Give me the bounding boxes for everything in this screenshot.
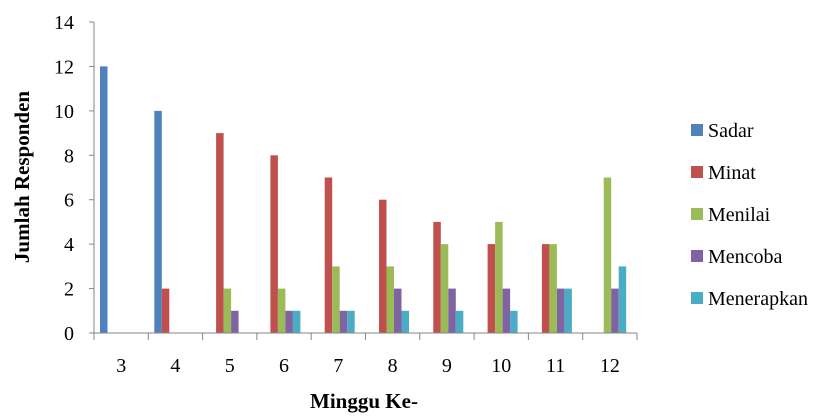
y-tick-label: 0 [64, 323, 74, 345]
bar-menilai-5 [223, 288, 232, 333]
bar-menerapkan-9 [455, 310, 464, 333]
legend-swatch-menilai [691, 208, 703, 220]
x-tick-label: 5 [225, 355, 235, 377]
y-tick-label: 4 [64, 234, 74, 256]
x-tick-label: 9 [442, 355, 452, 377]
legend-swatch-sadar [691, 124, 703, 136]
bar-menilai-12 [603, 177, 612, 333]
bar-menerapkan-7 [347, 310, 355, 333]
legend-label-menilai: Menilai [708, 204, 771, 226]
x-tick-label: 10 [491, 355, 511, 377]
x-tick-label: 3 [116, 355, 126, 377]
y-tick-label: 2 [64, 279, 74, 301]
x-tick-label: 12 [600, 355, 620, 377]
x-tick-label: 4 [170, 355, 180, 377]
x-tick-label: 6 [279, 355, 289, 377]
bar-mencoba-6 [285, 310, 293, 333]
bar-mencoba-5 [231, 310, 239, 333]
bar-minat-11 [541, 244, 550, 333]
bar-mencoba-8 [394, 288, 402, 333]
legend-swatch-minat [691, 166, 703, 178]
y-axis: 0 2 4 6 8 10 12 14 [54, 12, 95, 345]
bar-mencoba-7 [339, 310, 348, 333]
x-axis-title: Minggu Ke- [310, 389, 418, 413]
y-axis-title: Jumlah Responden [10, 91, 34, 263]
bar-menerapkan-10 [510, 310, 518, 333]
bar-menilai-8 [386, 266, 394, 333]
bar-sadar-3 [100, 66, 108, 334]
legend-label-minat: Minat [708, 162, 756, 184]
x-tick-label: 7 [333, 355, 343, 377]
bar-minat-10 [487, 244, 496, 333]
bar-menilai-6 [277, 288, 286, 333]
x-tick-label: 11 [546, 355, 565, 377]
bar-sadar-4 [154, 110, 162, 334]
bar-mencoba-12 [611, 288, 619, 333]
bar-menilai-11 [549, 244, 557, 333]
y-tick-label: 14 [54, 12, 74, 34]
bar-mencoba-9 [448, 288, 456, 333]
bar-minat-6 [270, 155, 278, 333]
y-tick-label: 8 [64, 145, 74, 167]
bar-mencoba-10 [502, 288, 511, 333]
legend: Sadar Minat Menilai Mencoba Menerapkan [691, 120, 808, 310]
legend-label-mencoba: Mencoba [708, 246, 783, 268]
y-tick-label: 6 [64, 190, 74, 212]
legend-label-menerapkan: Menerapkan [708, 288, 808, 310]
bar-menerapkan-6 [292, 310, 301, 333]
plot-area [100, 66, 627, 334]
bar-menilai-7 [332, 266, 340, 333]
bar-minat-9 [433, 221, 441, 333]
bar-menerapkan-12 [618, 266, 627, 333]
y-tick-label: 12 [54, 56, 74, 78]
bar-minat-5 [216, 133, 224, 333]
bar-minat-7 [324, 177, 333, 333]
y-tick-label: 10 [54, 101, 74, 123]
bar-menilai-9 [440, 244, 449, 333]
bar-menerapkan-8 [401, 310, 409, 333]
bar-mencoba-11 [556, 288, 565, 333]
legend-swatch-mencoba [691, 250, 703, 262]
bar-minat-8 [379, 199, 387, 333]
legend-label-sadar: Sadar [708, 120, 754, 142]
legend-swatch-menerapkan [691, 292, 703, 304]
x-tick-label: 8 [388, 355, 398, 377]
x-axis: 3 4 5 6 7 8 9 10 11 12 [93, 332, 638, 377]
bar-menilai-10 [495, 221, 503, 333]
bar-menerapkan-11 [564, 288, 572, 333]
bar-minat-4 [161, 288, 170, 333]
